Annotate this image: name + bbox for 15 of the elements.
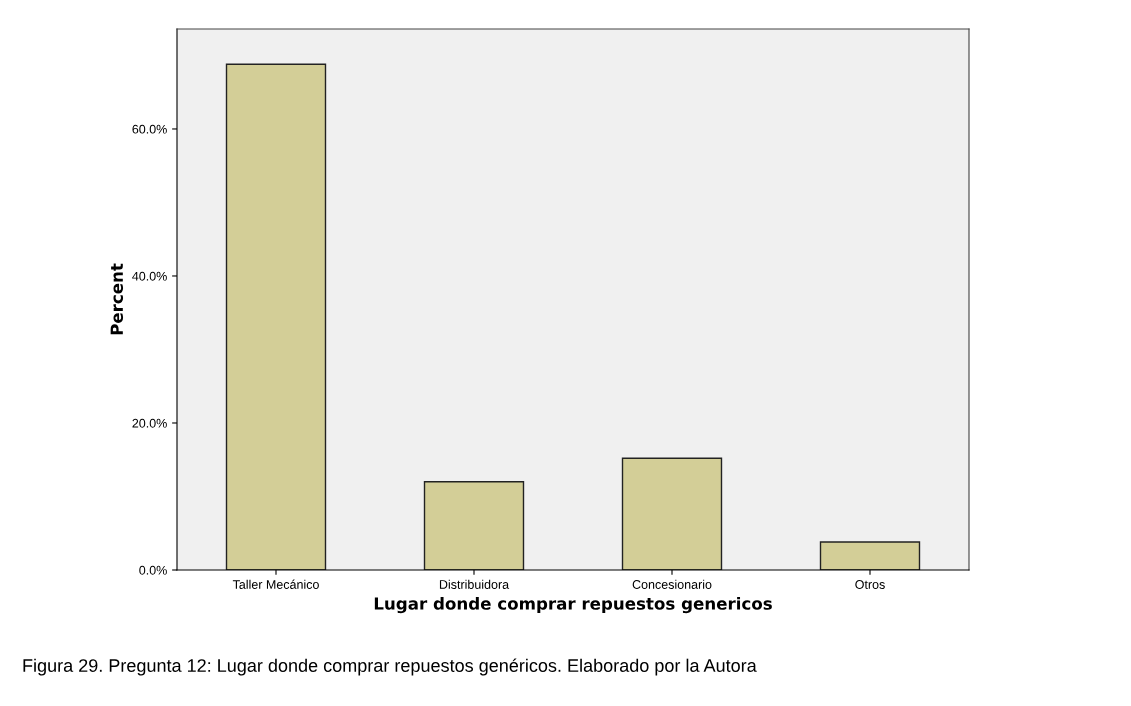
x-tick-label: Distribuidora — [439, 579, 510, 589]
y-axis-title: Percent — [110, 263, 124, 335]
x-tick-label: Taller Mecánico — [232, 579, 319, 589]
y-tick-label: 60.0% — [132, 124, 167, 134]
bar — [819, 541, 921, 570]
bar — [225, 63, 327, 570]
y-tick-label: 0.0% — [139, 565, 167, 575]
x-tick-label: Concesionario — [632, 579, 712, 589]
y-tick-label: 20.0% — [132, 418, 167, 428]
bar — [423, 481, 525, 570]
y-tick-label: 40.0% — [132, 271, 167, 281]
x-axis-title: Lugar donde comprar repuestos genericos — [374, 596, 772, 614]
bar — [621, 457, 723, 570]
text: Figura 29. Pregunta 12: Lugar donde comprar repuestos genéricos. Elaborado por la Autora — [23, 658, 757, 676]
x-tick-label: Otros — [855, 580, 885, 589]
